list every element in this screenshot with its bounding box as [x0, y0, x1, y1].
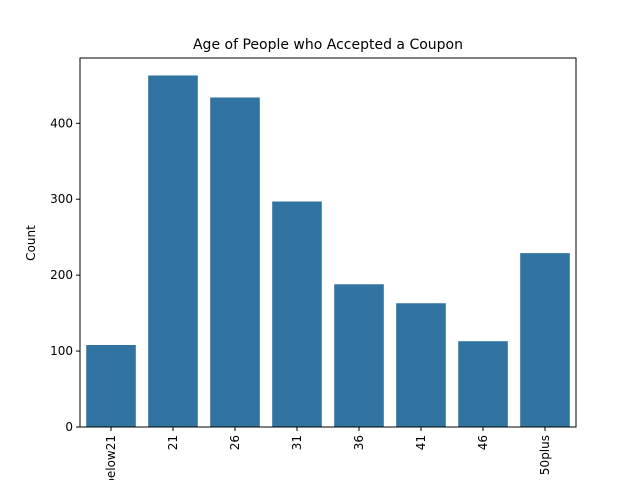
y-axis-ticks: 0 100 200 300 400: [50, 116, 80, 434]
bar-46: [458, 341, 508, 427]
bar-41: [396, 303, 446, 427]
bar-21: [148, 75, 198, 428]
chart-title: Age of People who Accepted a Coupon: [193, 37, 463, 53]
y-tick-label: 400: [50, 116, 73, 130]
x-tick-label: 21: [166, 435, 180, 450]
y-tick-label: 300: [50, 192, 73, 206]
x-tick-label: 36: [352, 435, 366, 450]
bar-26: [210, 97, 260, 428]
x-tick-label: 50plus: [538, 435, 552, 475]
x-tick-label: 31: [290, 435, 304, 450]
y-tick-label: 0: [65, 420, 73, 434]
plot-frame: [79, 57, 577, 428]
bars-group: [86, 75, 570, 428]
bar-31: [272, 201, 322, 427]
x-tick-label: 41: [414, 435, 428, 450]
x-tick-label: 26: [228, 435, 242, 450]
y-tick-label: 100: [50, 344, 73, 358]
bar-36: [334, 284, 384, 427]
y-axis-label: Count: [24, 225, 38, 261]
x-axis-ticks: below21 21 26 31 36 41 46 50plus: [104, 427, 552, 480]
y-tick-label: 200: [50, 268, 73, 282]
bar-50plus: [520, 253, 570, 427]
x-tick-label: below21: [104, 435, 118, 480]
x-tick-label: 46: [476, 435, 490, 450]
bar-below21: [86, 345, 136, 427]
